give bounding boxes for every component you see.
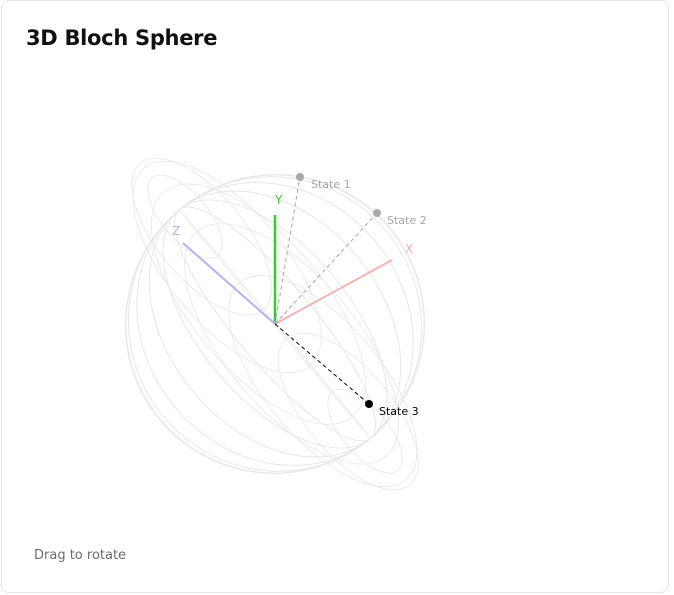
x-axis-line bbox=[274, 259, 393, 325]
sphere-outline bbox=[125, 174, 425, 474]
state-vector-line bbox=[274, 212, 378, 325]
z-axis-line bbox=[182, 242, 276, 325]
sphere-parallel bbox=[228, 275, 418, 488]
state-label: State 3 bbox=[379, 405, 419, 418]
sphere-meridian bbox=[127, 176, 423, 472]
page-title: 3D Bloch Sphere bbox=[26, 26, 218, 50]
sphere-parallel bbox=[150, 183, 366, 425]
sphere-parallel bbox=[147, 174, 223, 259]
sphere-parallel bbox=[327, 389, 403, 474]
state-point[interactable] bbox=[365, 400, 373, 408]
rotate-hint: Drag to rotate bbox=[34, 548, 127, 563]
z-axis-label: Z bbox=[172, 224, 180, 238]
state-label: State 2 bbox=[387, 214, 427, 227]
state-point[interactable] bbox=[296, 173, 304, 181]
x-axis-label: X bbox=[405, 242, 413, 256]
sphere-parallel bbox=[184, 223, 400, 465]
y-axis-label: Y bbox=[274, 193, 283, 207]
sphere-parallel bbox=[131, 157, 272, 316]
sphere-parallel bbox=[278, 332, 419, 491]
state-label: State 1 bbox=[311, 178, 351, 191]
state-vector-line bbox=[274, 176, 301, 325]
sphere-parallel bbox=[132, 160, 322, 373]
state-point[interactable] bbox=[373, 209, 381, 217]
